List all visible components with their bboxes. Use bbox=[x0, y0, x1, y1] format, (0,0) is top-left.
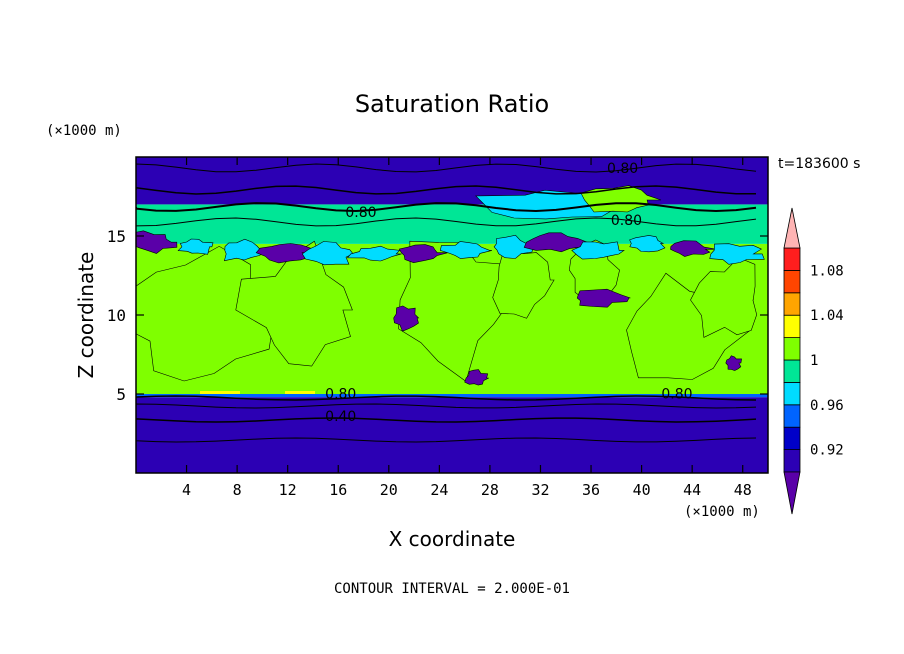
upper-contour-line-1 bbox=[136, 185, 757, 195]
plot-area: 0.80 0.80 0.80 0.80 0.80 0.40 bbox=[136, 157, 768, 473]
colorbar-label: 0.92 bbox=[810, 443, 844, 459]
x-tick-label: 36 bbox=[582, 481, 600, 499]
boundary-edge bbox=[136, 394, 768, 397]
upper-band-blob-2 bbox=[223, 238, 264, 262]
cloud-blob-6 bbox=[690, 257, 758, 338]
colorbar-swatch bbox=[783, 404, 801, 428]
dry-pocket-1 bbox=[464, 369, 489, 386]
x-tick-label: 28 bbox=[481, 481, 499, 499]
colorbar-label: 0.96 bbox=[810, 398, 844, 414]
colorbar-label: 1 bbox=[810, 353, 818, 369]
upper-contour-line-2 bbox=[136, 202, 757, 213]
colorbar-swatch bbox=[783, 426, 801, 451]
colorbar-swatch bbox=[783, 314, 801, 339]
yellow-streak-1 bbox=[200, 391, 240, 394]
cloud-blob-2 bbox=[398, 240, 514, 382]
chart-title: Saturation Ratio bbox=[355, 90, 549, 118]
contour-line-3 bbox=[136, 437, 757, 443]
colorbar-swatch bbox=[783, 247, 801, 271]
y-unit-label: (×1000 m) bbox=[46, 123, 122, 139]
upper-contour-line-3 bbox=[136, 217, 757, 227]
upper-band-blob-8 bbox=[493, 234, 535, 259]
contour-line-0 bbox=[136, 395, 757, 401]
upper-contour-line-0 bbox=[136, 163, 757, 173]
upper-band-blob-3 bbox=[255, 243, 311, 264]
x-unit-label: (×1000 m) bbox=[684, 504, 760, 520]
upper-band-blob-10 bbox=[571, 241, 625, 260]
upper-band-blob-6 bbox=[398, 244, 448, 264]
x-axis: 4 8 12 16 20 24 28 32 36 40 44 48 bbox=[182, 157, 752, 499]
x-tick-label: 4 bbox=[182, 481, 191, 499]
colorbar-swatch bbox=[783, 381, 801, 406]
colorbar-swatch bbox=[783, 292, 801, 316]
colorbar-bottom-arrow bbox=[783, 471, 801, 515]
upper-band-blob-11 bbox=[629, 235, 666, 253]
x-axis-label: X coordinate bbox=[389, 527, 516, 551]
colorbar-swatch bbox=[783, 337, 801, 361]
upper-band-blob-4 bbox=[301, 241, 354, 266]
y-axis-label: Z coordinate bbox=[74, 252, 98, 379]
x-tick-label: 24 bbox=[430, 481, 448, 499]
x-tick-label: 32 bbox=[531, 481, 549, 499]
time-label: t=183600 s bbox=[778, 156, 860, 172]
x-tick-label: 8 bbox=[233, 481, 242, 499]
cloud-blob-1 bbox=[235, 240, 353, 367]
contour-label: 0.80 bbox=[325, 387, 356, 403]
y-axis: 5 10 15 bbox=[107, 227, 768, 404]
colorbar-top-arrow bbox=[783, 207, 801, 249]
dry-pocket-2 bbox=[576, 288, 631, 308]
y-tick-label: 10 bbox=[107, 306, 126, 325]
y-tick-label: 5 bbox=[116, 385, 126, 404]
x-tick-label: 16 bbox=[329, 481, 347, 499]
dry-pocket-3 bbox=[725, 355, 742, 371]
upper-band-blob-0 bbox=[136, 230, 178, 254]
upper-band-blob-5 bbox=[346, 245, 402, 262]
contour-label: 0.80 bbox=[345, 205, 376, 221]
colorbar-label: 1.04 bbox=[810, 308, 844, 324]
dry-pocket-0 bbox=[393, 305, 420, 332]
upper-band-blob-7 bbox=[439, 241, 492, 259]
field-region-3 bbox=[136, 204, 768, 244]
cloud-blob-3 bbox=[492, 251, 555, 319]
y-tick-label: 15 bbox=[107, 227, 126, 246]
field-region-0 bbox=[136, 397, 768, 473]
contour-line-1 bbox=[136, 403, 757, 409]
x-tick-label: 44 bbox=[683, 481, 701, 499]
colorbar-label: 1.08 bbox=[810, 263, 844, 279]
upper-band-blob-1 bbox=[177, 238, 214, 255]
contour-interval-note: CONTOUR INTERVAL = 2.000E-01 bbox=[334, 581, 570, 597]
contour-line-2 bbox=[136, 417, 757, 423]
colorbar-swatch bbox=[783, 449, 801, 473]
x-tick-label: 40 bbox=[633, 481, 651, 499]
contour-label: 0.40 bbox=[325, 409, 356, 425]
x-tick-label: 20 bbox=[380, 481, 398, 499]
yellow-streak-2 bbox=[285, 391, 315, 394]
contour-label: 0.80 bbox=[661, 387, 692, 403]
colorbar: 1.08 1.04 1 0.96 0.92 bbox=[783, 207, 844, 515]
upper-band-blob-13 bbox=[709, 243, 765, 265]
upper-band-blob-12 bbox=[670, 240, 717, 257]
contour-label: 0.80 bbox=[611, 213, 642, 229]
upper-band-blob-9 bbox=[523, 232, 588, 253]
x-tick-label: 48 bbox=[734, 481, 752, 499]
x-tick-label: 12 bbox=[279, 481, 297, 499]
colorbar-swatch bbox=[783, 269, 801, 294]
colorbar-swatch bbox=[783, 359, 801, 383]
contour-label: 0.80 bbox=[607, 161, 638, 177]
